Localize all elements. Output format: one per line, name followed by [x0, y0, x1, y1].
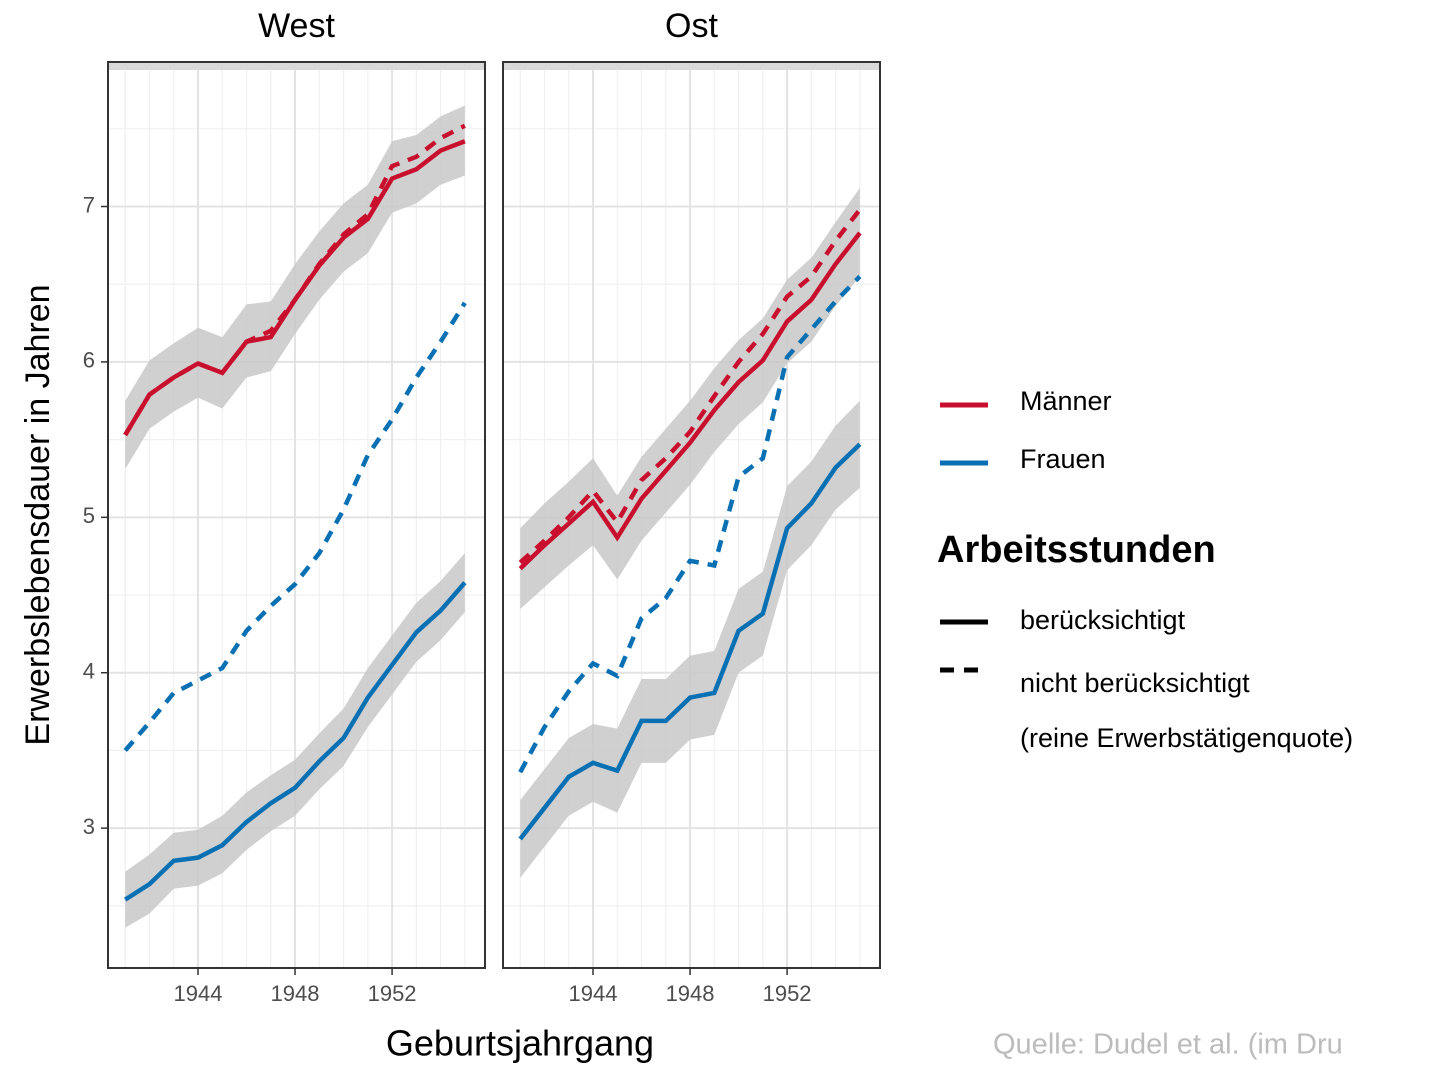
- confidence-band: [520, 400, 860, 878]
- x-tick-label: 1948: [271, 981, 320, 1006]
- series-line: [124, 581, 467, 902]
- source-note: Quelle: Dudel et al. (im Dru: [993, 1029, 1343, 1061]
- legend-title: Arbeitsstunden: [937, 529, 1216, 571]
- y-axis-label: Erwerbslebensdauer in Jahren: [19, 284, 57, 745]
- y-tick-label: 4: [83, 659, 95, 684]
- series-line: [518, 208, 862, 565]
- legend-label: Männer: [1020, 386, 1112, 416]
- panel-title: West: [258, 7, 335, 45]
- series-line: [518, 442, 862, 841]
- x-tick-label: 1952: [368, 981, 417, 1006]
- legend-note: (reine Erwerbstätigenquote): [1020, 723, 1353, 753]
- plot-area: [518, 187, 862, 878]
- legend-label: Frauen: [1020, 444, 1106, 474]
- plot-area: [123, 105, 467, 928]
- series-line: [518, 231, 862, 571]
- strip: [108, 62, 485, 70]
- y-tick-label: 7: [83, 192, 95, 217]
- strip: [503, 62, 880, 70]
- x-axis-label: Geburtsjahrgang: [386, 1023, 654, 1064]
- panel-border: [107, 61, 486, 969]
- panel-title: Ost: [665, 7, 718, 45]
- y-tick-label: 3: [83, 814, 95, 839]
- series-line: [123, 301, 467, 752]
- x-tick-label: 1952: [763, 981, 812, 1006]
- series-line: [123, 123, 466, 437]
- legend-label: nicht berücksichtigt: [1020, 668, 1250, 698]
- confidence-band: [125, 553, 465, 928]
- y-tick-label: 6: [83, 348, 95, 373]
- x-tick-label: 1944: [174, 981, 223, 1006]
- series-line: [518, 274, 862, 774]
- panel-background: [108, 62, 485, 968]
- legend-label: berücksichtigt: [1020, 605, 1186, 635]
- confidence-band: [520, 187, 860, 610]
- x-tick-label: 1944: [569, 981, 618, 1006]
- y-tick-label: 5: [83, 503, 95, 528]
- x-tick-label: 1948: [666, 981, 715, 1006]
- panel-border: [502, 61, 881, 969]
